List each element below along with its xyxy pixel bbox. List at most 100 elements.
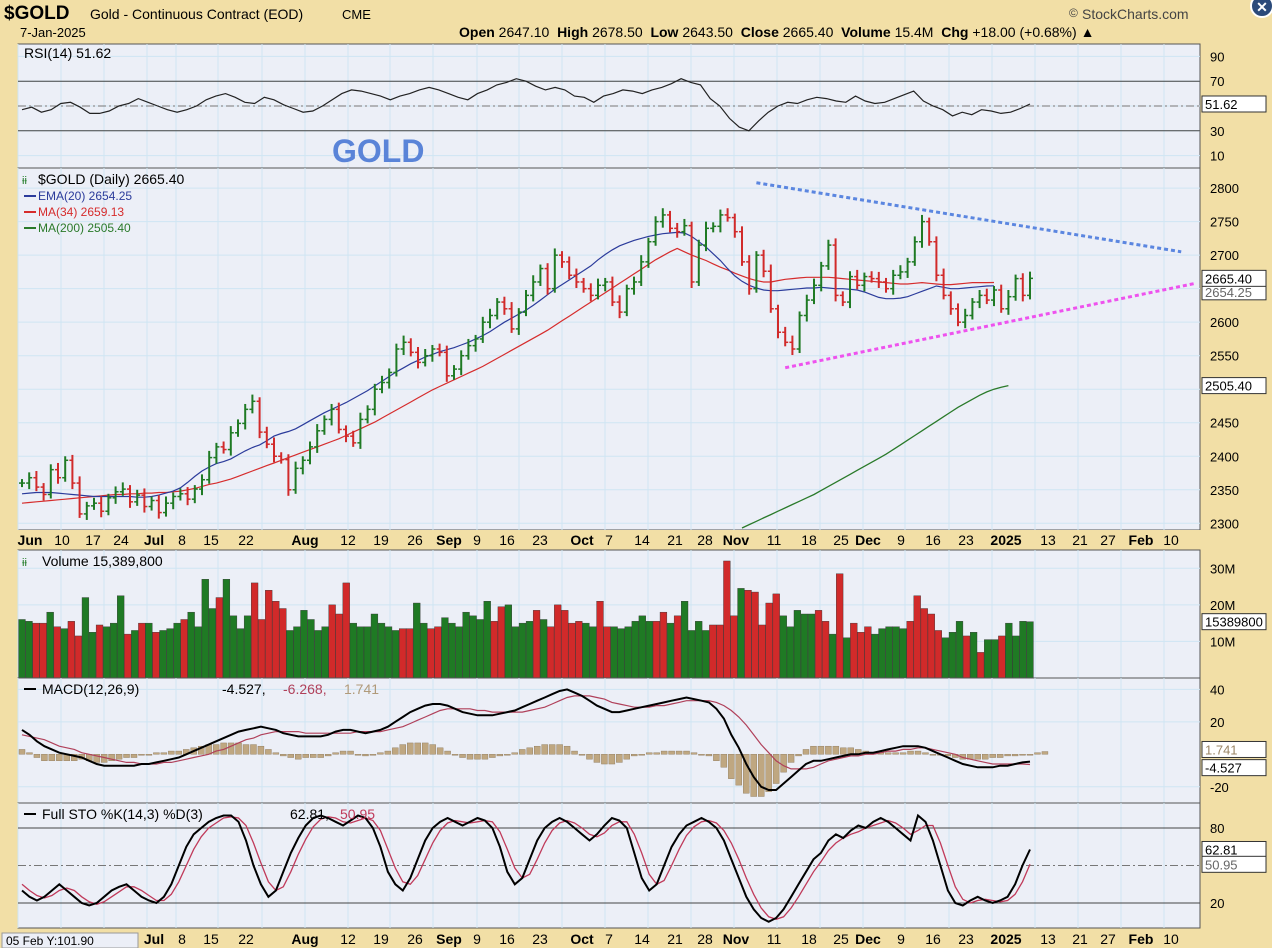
macd-histogram-bar (160, 752, 168, 755)
volume-bar (561, 610, 569, 679)
macd-histogram-bar (145, 754, 153, 756)
volume-bar (81, 597, 90, 679)
macd-histogram-bar (302, 754, 309, 758)
date-axis-label: 24 (113, 532, 129, 548)
sto-legend-k: 62.81, (290, 806, 329, 822)
macd-histogram-bar (444, 750, 451, 755)
macd-histogram-bar (989, 754, 996, 758)
bottom-axis-label: 7 (605, 931, 613, 947)
corner-note-box (1, 932, 139, 948)
macd-histogram-bar (608, 754, 616, 765)
volume-bar (709, 624, 717, 679)
bottom-axis-label: Oct (570, 931, 594, 947)
macd-histogram-bar (257, 745, 265, 755)
volume-bar (871, 633, 879, 679)
macd-histogram-bar (436, 747, 444, 755)
rsi-last-value-box (1201, 95, 1267, 113)
close-label: Close (740, 24, 779, 40)
brand[interactable]: StockCharts.com (1082, 6, 1189, 22)
volume-bar (645, 621, 653, 679)
volume-bar (462, 611, 470, 679)
volume-bar (1026, 621, 1034, 679)
bottom-axis-label: 27 (1100, 931, 1116, 947)
rsi-tick-label: 10 (1210, 149, 1224, 164)
volume-bar (772, 593, 780, 679)
macd-histogram-bar (675, 750, 683, 755)
volume-bar (356, 626, 364, 679)
bottom-axis-label: Dec (855, 931, 881, 947)
volume-bar (236, 628, 245, 679)
macd-histogram-bar (907, 750, 914, 755)
volume-bar (547, 626, 555, 679)
close-value: 2665.40 (782, 24, 834, 40)
volume-bar (483, 601, 491, 679)
date-axis-label: 11 (767, 532, 782, 548)
volume-bar (829, 633, 837, 679)
bottom-axis-label: 23 (958, 931, 974, 947)
macd-histogram-bar (310, 754, 317, 758)
macd-histogram-bar (571, 750, 578, 755)
macd-histogram-bar (332, 752, 339, 755)
bottom-axis-label: 18 (801, 931, 817, 947)
volume-bar (363, 626, 371, 679)
bottom-axis-label: 9 (897, 931, 905, 947)
macd-histogram-bar (705, 754, 713, 757)
date-axis-label: 27 (1100, 532, 1116, 548)
date-axis-label: Nov (723, 532, 750, 548)
macd-hist-last-value: 1.741 (1205, 742, 1238, 757)
macd-signal-line (21, 695, 1031, 770)
ma200-last-value: 2505.40 (1205, 379, 1252, 394)
bottom-axis-label: Nov (723, 931, 750, 947)
volume-bar (948, 632, 957, 679)
high-label: High (557, 24, 589, 40)
rsi-title: RSI(14) 51.62 (24, 45, 111, 61)
volume-bar (265, 590, 273, 679)
vol-tick-label: 10M (1210, 634, 1235, 649)
volume-bar (631, 621, 639, 679)
macd-histogram-bar (982, 754, 989, 760)
volume-bar (518, 622, 527, 679)
close-icon[interactable]: ✕ (1250, 0, 1272, 18)
macd-histogram-bar (578, 754, 586, 756)
macd-histogram-bar (377, 752, 384, 755)
open-label: Open (459, 24, 495, 40)
volume-bar (504, 604, 512, 679)
macd-histogram-bar (526, 747, 533, 755)
date-axis-label: 16 (925, 532, 941, 548)
macd-histogram-bar (698, 754, 705, 756)
bottom-axis-label: 22 (238, 931, 254, 947)
ma200-last-value-box (1201, 377, 1267, 395)
macd-tick-label: -20 (1210, 780, 1229, 795)
macd-histogram-bar (41, 754, 48, 761)
bottom-axis-label: 9 (473, 931, 481, 947)
low-label: Low (650, 24, 679, 40)
gold-annotation: GOLD (332, 133, 424, 169)
macd-histogram-bar (563, 745, 571, 755)
volume-bar (744, 590, 752, 679)
collapse-arrow-icon[interactable]: ▲ (1080, 24, 1095, 40)
symbol[interactable]: $GOLD (4, 3, 70, 24)
macd-histogram-bar (392, 747, 399, 755)
macd-histogram-bar (780, 754, 787, 773)
volume-bar (187, 611, 195, 679)
volume-bar (730, 615, 738, 679)
volume-bar (814, 610, 823, 679)
price-tick-label: 2800 (1210, 181, 1239, 196)
macd-histogram-bar (459, 754, 466, 758)
volume-bar (74, 635, 82, 679)
volume-bar (540, 619, 548, 679)
volume-bar (152, 632, 160, 679)
chg-value: +18.00 (+0.68%) (972, 24, 1077, 40)
volume-bar (328, 604, 336, 679)
macd-histogram-bar (832, 745, 840, 755)
sto-d-line (21, 816, 1031, 920)
rsi-line (21, 78, 1031, 132)
price-panel-bg (17, 167, 1201, 531)
volume-bar (511, 626, 520, 679)
volume-bar (335, 613, 343, 679)
date-axis-label: Aug (291, 532, 318, 548)
volume-bar (95, 624, 104, 679)
date-axis-label: 16 (499, 532, 515, 548)
date-axis-label: 26 (407, 532, 423, 548)
volume-bar (977, 652, 985, 679)
